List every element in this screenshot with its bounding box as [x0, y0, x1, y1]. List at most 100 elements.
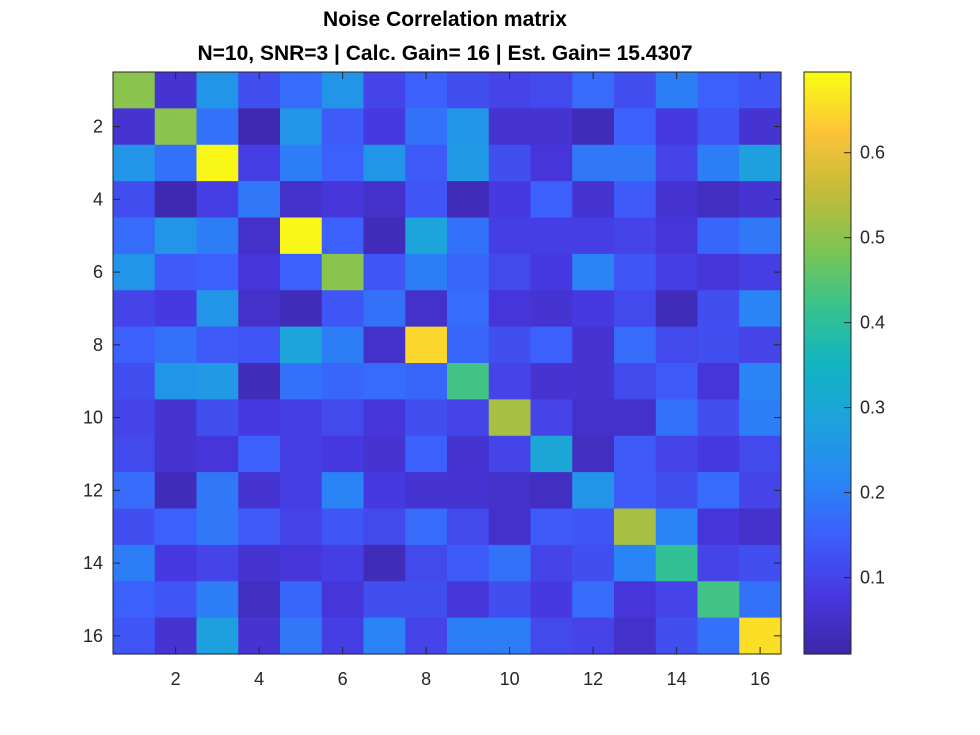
heatmap-cell	[405, 581, 448, 619]
heatmap-cell	[614, 253, 657, 291]
colorbar-box	[803, 71, 852, 655]
colorbar-segment	[804, 86, 851, 92]
heatmap-cell	[739, 508, 782, 546]
colorbar-segment	[804, 440, 851, 447]
heatmap-cell	[405, 108, 448, 146]
colorbar-segment	[804, 547, 851, 553]
heatmap-cell	[530, 581, 573, 619]
heatmap-cell	[363, 399, 406, 437]
colorbar-segment	[804, 76, 851, 83]
colorbar: 0.1 0.2 0.3 0.4 0.5 0.6	[803, 71, 885, 655]
heatmap-cell	[655, 435, 699, 473]
heatmap-cell	[655, 181, 699, 219]
heatmap-cells	[113, 72, 782, 655]
heatmap-cell	[363, 617, 406, 655]
heatmap-cell	[697, 472, 740, 510]
heatmap-cell	[447, 472, 490, 510]
colorbar-segment	[804, 537, 851, 544]
colorbar-segment	[804, 498, 851, 505]
heatmap-cell	[447, 144, 490, 182]
heatmap-cell	[363, 508, 406, 546]
colorbar-segment	[804, 222, 851, 228]
x-tick-label: 2	[171, 669, 181, 689]
colorbar-segment	[804, 120, 851, 126]
heatmap-cell	[280, 363, 323, 400]
heatmap-cell	[154, 326, 198, 364]
heatmap-cell	[196, 144, 239, 182]
x-tick-label: 14	[667, 669, 687, 689]
heatmap-cell	[238, 581, 281, 619]
colorbar-segment	[804, 202, 851, 209]
heatmap-cell	[154, 363, 198, 400]
heatmap-cell	[154, 181, 198, 219]
heatmap-cell	[447, 326, 490, 364]
heatmap-cell	[363, 544, 406, 582]
heatmap-cell	[572, 108, 615, 146]
y-axis-ticks: 2 4 6 8 10 12 14 16	[83, 117, 781, 646]
heatmap-cell	[655, 399, 699, 437]
heatmap-cell	[113, 435, 156, 473]
heatmap-cell	[488, 108, 532, 146]
heatmap-cell	[530, 72, 573, 109]
heatmap-cell	[530, 181, 573, 219]
heatmap-cell	[697, 108, 740, 146]
heatmap-cell	[196, 508, 239, 546]
heatmap-cell	[405, 253, 448, 291]
heatmap-cell	[739, 363, 782, 400]
chart-title: Noise Correlation matrix	[323, 8, 567, 31]
heatmap-cell	[697, 617, 740, 655]
colorbar-segment	[804, 353, 851, 359]
heatmap-cell	[405, 181, 448, 219]
colorbar-segment	[804, 241, 851, 248]
heatmap-cell	[530, 544, 573, 582]
heatmap-cell	[530, 326, 573, 364]
colorbar-segment	[804, 91, 851, 97]
heatmap-cell	[363, 144, 406, 182]
heatmap-cell	[697, 326, 740, 364]
y-tick-label: 8	[93, 335, 103, 355]
colorbar-segment	[804, 455, 851, 461]
heatmap-cell	[280, 435, 323, 473]
colorbar-segment	[804, 261, 851, 267]
colorbar-segment	[804, 299, 851, 306]
colorbar-segment	[804, 256, 851, 262]
heatmap-cell	[238, 399, 281, 437]
heatmap-cell	[280, 217, 323, 255]
heatmap-cell	[321, 217, 365, 255]
colorbar-segment	[804, 586, 851, 592]
x-axis-ticks: 2 4 6 8 10 12 14 16	[171, 72, 770, 689]
heatmap-cell	[530, 508, 573, 546]
colorbar-segment	[804, 139, 851, 146]
heatmap-cell	[196, 253, 239, 291]
heatmap-cell	[530, 217, 573, 255]
heatmap-cell	[572, 472, 615, 510]
heatmap-cell	[697, 217, 740, 255]
colorbar-segment	[804, 396, 851, 403]
heatmap-cell	[280, 399, 323, 437]
heatmap-cell	[614, 581, 657, 619]
heatmap-cell	[154, 508, 198, 546]
heatmap-cell	[447, 581, 490, 619]
heatmap-cell	[196, 435, 239, 473]
colorbar-segment	[804, 72, 851, 78]
heatmap-cell	[739, 217, 782, 255]
heatmap-cell	[572, 399, 615, 437]
colorbar-segment	[804, 644, 851, 650]
colorbar-segment	[804, 280, 851, 286]
plot-axes-box	[112, 71, 782, 655]
y-tick-label: 12	[83, 480, 103, 500]
heatmap-cell	[321, 544, 365, 582]
heatmap-cell	[655, 108, 699, 146]
heatmap-cell	[154, 399, 198, 437]
heatmap-cell	[363, 581, 406, 619]
x-tick-label: 4	[254, 669, 264, 689]
heatmap-cell	[614, 399, 657, 437]
heatmap-cell	[530, 290, 573, 328]
heatmap-cell	[739, 581, 782, 619]
heatmap-cell	[572, 217, 615, 255]
heatmap-cell	[614, 508, 657, 546]
heatmap-cell	[154, 144, 198, 182]
colorbar-segment	[804, 304, 851, 311]
heatmap-cell	[572, 508, 615, 546]
heatmap-cell	[614, 617, 657, 655]
